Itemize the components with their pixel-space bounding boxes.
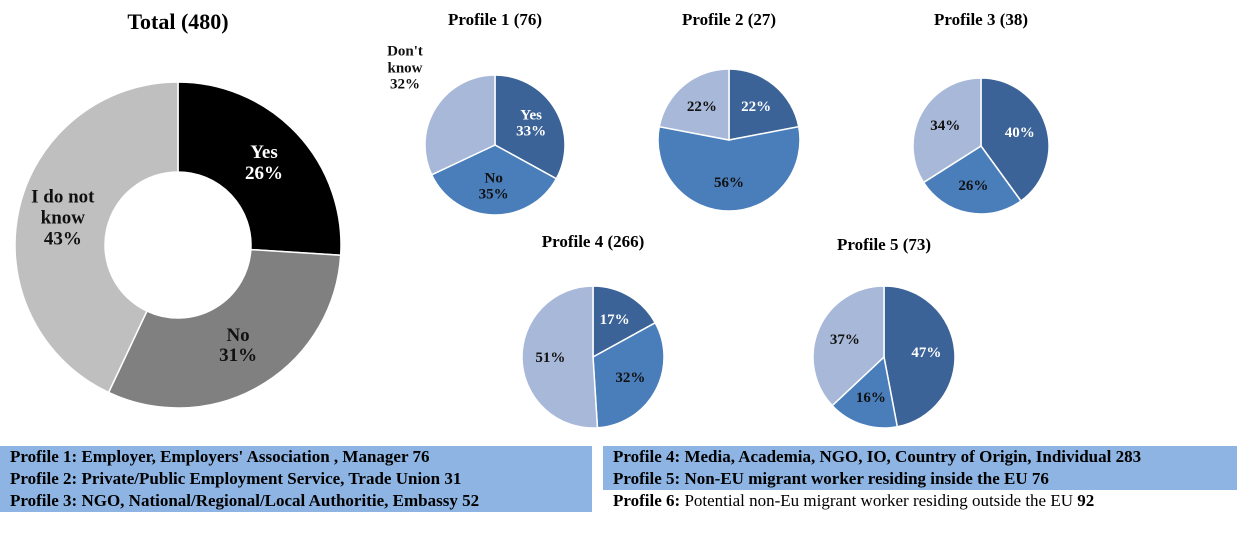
- profile-note: Profile 2: Private/Public Employment Ser…: [0, 468, 592, 490]
- slice-label: 16%: [841, 389, 901, 406]
- note-label: Profile 4:: [613, 447, 681, 466]
- chart-title: Profile 1 (76): [447, 10, 543, 29]
- note-count: 31: [444, 469, 462, 488]
- value-label: 47%: [911, 344, 942, 361]
- note-count: 283: [1115, 447, 1142, 466]
- slice: [494, 74, 566, 180]
- profile-note: Profile 1: Employer, Employers' Associat…: [0, 446, 592, 468]
- slice: [883, 285, 956, 428]
- chart-title: Total (480): [127, 9, 229, 34]
- profile-note: Profile 5: Non-EU migrant worker residin…: [603, 468, 1237, 490]
- slice: [177, 81, 342, 257]
- slice: [592, 321, 665, 429]
- slice: [657, 125, 801, 212]
- note-text: NGO, National/Regional/Local Authoritie,…: [81, 491, 458, 510]
- value-label: 43%: [43, 228, 82, 250]
- note-count: 52: [462, 491, 480, 510]
- slice: [922, 144, 1023, 215]
- category-label: No: [226, 324, 250, 346]
- chart-title: Profile 4 (266): [541, 232, 645, 251]
- slice-label: Yes 26%: [222, 142, 306, 185]
- slice-label: 22%: [672, 99, 732, 116]
- slice: [430, 144, 558, 216]
- slice: [107, 248, 342, 409]
- value-label: 17%: [599, 312, 630, 329]
- profile-note: Profile 6: Potential non-Eu migrant work…: [603, 490, 1237, 512]
- slice-label: 34%: [915, 118, 975, 135]
- value-label: 16%: [855, 389, 886, 406]
- note-label: Profile 3:: [10, 491, 78, 510]
- note-count: 76: [412, 447, 430, 466]
- value-label: 32%: [615, 369, 646, 386]
- slice-label: 17%: [585, 312, 645, 329]
- slice-label: Don't know 32%: [383, 43, 427, 93]
- slice-label: Yes 33%: [509, 107, 553, 140]
- note-text: Potential non-Eu migrant worker residing…: [684, 491, 1073, 510]
- chart-title: Profile 5 (73): [836, 235, 932, 254]
- slice-label: 22%: [726, 99, 786, 116]
- value-label: 33%: [516, 123, 547, 140]
- chart-title: Profile 3 (38): [933, 10, 1029, 29]
- slice-label: 51%: [520, 350, 580, 367]
- value-label: 37%: [829, 331, 860, 348]
- value-label: 22%: [741, 98, 772, 115]
- slice-label: 47%: [896, 345, 956, 362]
- note-text: Non-EU migrant worker residing inside th…: [684, 469, 1028, 488]
- category-label: Yes: [250, 142, 278, 164]
- value-label: 51%: [535, 350, 566, 367]
- slice: [14, 81, 179, 394]
- note-label: Profile 6:: [613, 491, 681, 510]
- chart-title: Profile 2 (27): [681, 10, 777, 29]
- value-label: 32%: [390, 76, 420, 93]
- slice: [812, 285, 885, 407]
- value-label: 40%: [1004, 125, 1035, 142]
- slice: [831, 355, 899, 429]
- category-label: Don't know: [387, 43, 423, 76]
- profile-notes-left: Profile 1: Employer, Employers' Associat…: [0, 446, 592, 512]
- slice-label: 32%: [600, 369, 660, 386]
- profile-note: Profile 3: NGO, National/Regional/Local …: [0, 490, 592, 512]
- value-label: 56%: [714, 174, 744, 191]
- note-label: Profile 5:: [613, 469, 681, 488]
- note-label: Profile 2:: [10, 469, 78, 488]
- slice: [728, 68, 800, 141]
- slice: [521, 285, 599, 429]
- value-label: 31%: [219, 345, 258, 367]
- slice-label: I do not know 43%: [21, 186, 105, 251]
- slice: [658, 68, 730, 141]
- note-text: Media, Academia, NGO, IO, Country of Ori…: [684, 447, 1112, 466]
- profile-notes-right: Profile 4: Media, Academia, NGO, IO, Cou…: [603, 446, 1237, 512]
- category-label: Yes: [520, 107, 542, 124]
- value-label: 34%: [930, 118, 961, 135]
- note-label: Profile 1:: [10, 447, 78, 466]
- slice: [424, 74, 496, 176]
- slice-label: No 31%: [196, 324, 280, 368]
- profile-note: Profile 4: Media, Academia, NGO, IO, Cou…: [603, 446, 1237, 468]
- value-label: 22%: [686, 98, 717, 115]
- slice-label: 56%: [699, 174, 759, 191]
- note-count: 76: [1031, 469, 1049, 488]
- category-label: I do not know: [31, 186, 95, 229]
- value-label: 35%: [478, 186, 509, 203]
- slice-label: 37%: [815, 332, 875, 349]
- slice: [592, 285, 657, 359]
- slice-label: No 35%: [472, 170, 516, 203]
- value-label: 26%: [245, 163, 284, 185]
- slice: [980, 77, 1050, 203]
- slice-label: 26%: [943, 178, 1003, 195]
- note-text: Employer, Employers' Association , Manag…: [81, 447, 409, 466]
- slice-label: 40%: [990, 125, 1050, 142]
- note-count: 92: [1077, 491, 1095, 510]
- note-text: Private/Public Employment Service, Trade…: [81, 469, 441, 488]
- slice: [912, 77, 982, 184]
- category-label: No: [484, 170, 503, 187]
- value-label: 26%: [958, 177, 989, 194]
